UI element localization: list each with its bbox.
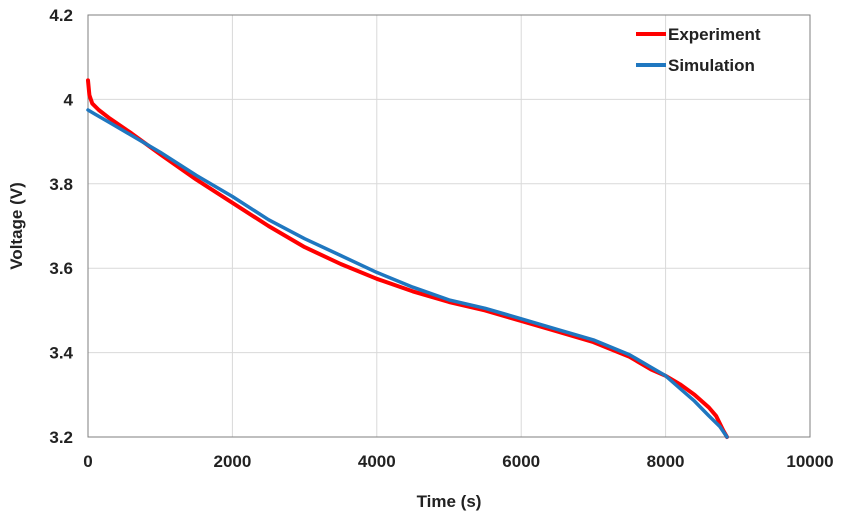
x-tick-label: 2000 xyxy=(213,452,251,471)
x-tick-label: 4000 xyxy=(358,452,396,471)
plot-area-frame xyxy=(87,14,811,438)
y-tick-label: 4.2 xyxy=(49,6,73,25)
x-tick-label: 6000 xyxy=(502,452,540,471)
y-tick-label: 3.6 xyxy=(49,259,73,278)
y-tick-label: 4 xyxy=(64,90,74,109)
x-axis-title: Time (s) xyxy=(417,492,482,511)
y-tick-label: 3.8 xyxy=(49,175,73,194)
series-line-simulation xyxy=(86,108,729,439)
x-tick-label: 10000 xyxy=(786,452,833,471)
y-tick-label: 3.2 xyxy=(49,428,73,447)
series-layer xyxy=(86,78,729,439)
legend: Experiment Simulation xyxy=(636,25,761,75)
tick-labels: 0 2000 4000 6000 8000 10000 3.2 3.4 3.6 3.8 4 4.2 xyxy=(49,6,833,471)
series-line-experiment xyxy=(86,78,729,439)
x-tick-label: 0 xyxy=(83,452,92,471)
legend-label-experiment: Experiment xyxy=(668,25,761,44)
y-tick-label: 3.4 xyxy=(49,344,73,363)
y-axis-title: Voltage (V) xyxy=(7,182,26,270)
x-tick-label: 8000 xyxy=(647,452,685,471)
legend-label-simulation: Simulation xyxy=(668,56,755,75)
